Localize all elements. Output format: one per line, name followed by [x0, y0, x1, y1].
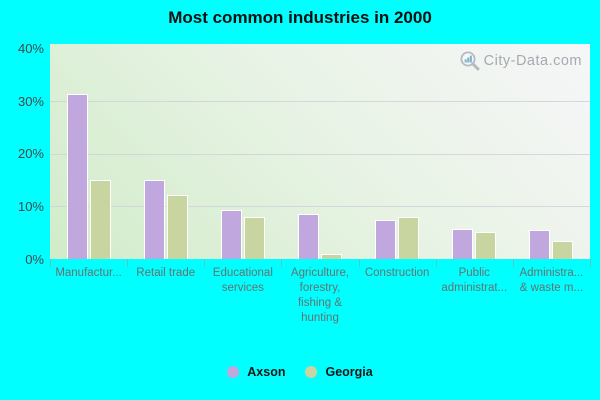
x-axis-label-6: Public administrat...: [441, 267, 508, 294]
plot-area: City-Data.com: [50, 44, 590, 259]
y-axis-label-30: 30%: [17, 93, 44, 109]
watermark-text: City-Data.com: [483, 53, 582, 69]
bar-georgia-5: [398, 217, 420, 259]
gridline-20: [50, 153, 590, 155]
x-axis-tick: [358, 259, 360, 267]
legend-item-georgia: Georgia: [305, 365, 373, 379]
bar-georgia-3: [243, 216, 265, 259]
x-axis-label-3: Educational services: [212, 267, 273, 294]
bar-georgia-7: [552, 240, 574, 259]
x-axis-label-2: Retail trade: [136, 267, 196, 279]
gridline-30: [50, 101, 590, 103]
x-axis-tick: [435, 259, 437, 267]
legend-dot-axson: [227, 366, 240, 378]
x-axis-label-7: Administra... & waste m...: [519, 267, 584, 294]
bar-axson-4: [298, 213, 319, 259]
city-data-logo-icon: [460, 51, 480, 71]
bar-axson-2: [143, 179, 165, 259]
y-axis-label-40: 40%: [17, 41, 44, 57]
legend-dot-georgia: [305, 366, 318, 378]
bar-axson-5: [375, 220, 397, 259]
x-axis-tick: [127, 259, 129, 267]
legend-item-axson: Axson: [227, 365, 285, 379]
bar-axson-6: [452, 228, 474, 259]
watermark: City-Data.com: [459, 50, 582, 72]
bar-georgia-2: [166, 194, 188, 259]
legend-label-axson: Axson: [247, 365, 286, 379]
x-axis-label-1: Manufactur...: [55, 267, 122, 279]
x-axis-tick: [590, 259, 591, 267]
bar-axson-7: [529, 229, 551, 259]
legend: Axson Georgia: [0, 362, 600, 382]
legend-label-georgia: Georgia: [325, 365, 373, 379]
bar-axson-1: [66, 94, 88, 259]
gridline-10: [50, 206, 590, 208]
chart-title: Most common industries in 2000: [168, 8, 432, 27]
x-axis-tick: [204, 259, 206, 267]
x-axis-label-5: Construction: [364, 267, 430, 279]
x-axis-tick: [512, 259, 514, 267]
bar-georgia-1: [89, 180, 111, 259]
bar-axson-3: [220, 210, 242, 259]
y-axis-label-10: 10%: [17, 198, 44, 214]
x-axis-tick: [281, 259, 283, 267]
bar-georgia-6: [475, 232, 497, 259]
x-axis-tick: [50, 259, 51, 267]
y-axis-label-20: 20%: [17, 146, 44, 162]
bar-georgia-4: [321, 253, 342, 259]
x-axis-label-4: Agriculture, forestry, fishing & hunting: [290, 267, 350, 324]
y-axis-label-0: 0%: [25, 251, 44, 267]
